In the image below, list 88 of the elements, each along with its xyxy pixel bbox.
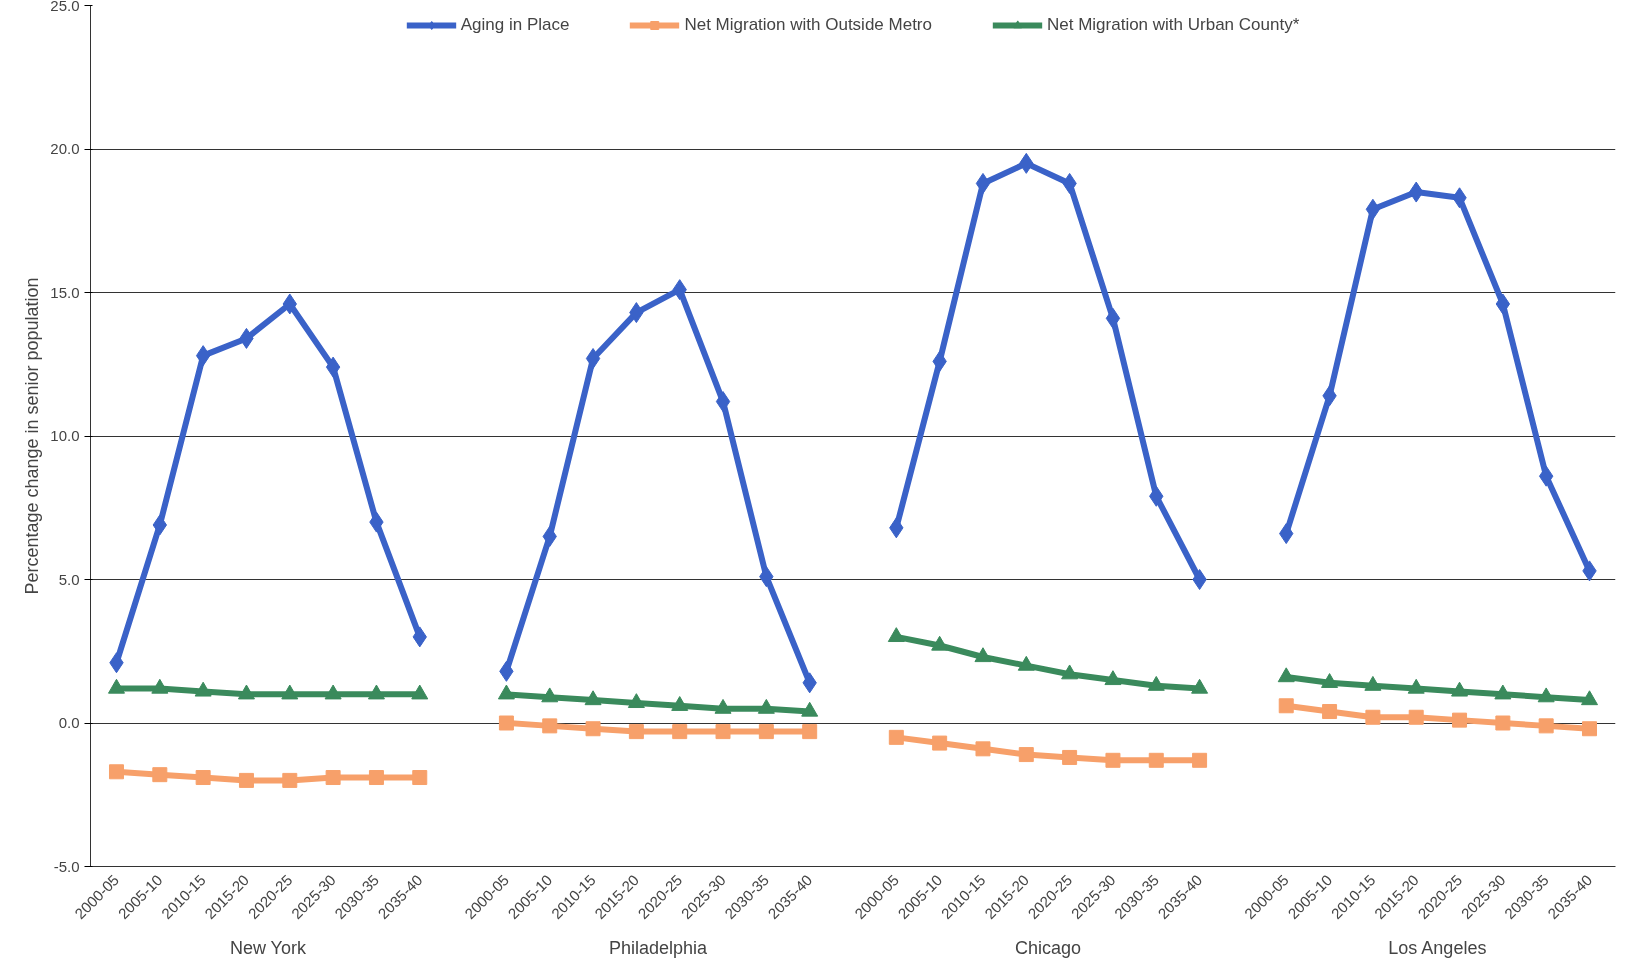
point: [541, 687, 559, 703]
y-tick-label: 20.0: [50, 140, 80, 157]
legend-label: Aging in Place: [460, 15, 570, 35]
point: [974, 647, 992, 663]
point: [1104, 670, 1122, 686]
y-tick-label: 0.0: [58, 714, 80, 731]
text: Los Angeles: [1388, 937, 1487, 958]
point: [1537, 687, 1555, 703]
point: [671, 696, 689, 711]
point: [1277, 667, 1295, 683]
point: [237, 684, 255, 700]
point: [715, 724, 731, 740]
point: [411, 684, 429, 700]
point: [1192, 569, 1207, 590]
point: [585, 348, 601, 370]
point: [195, 770, 211, 786]
point: [975, 741, 991, 757]
point: [931, 635, 949, 651]
y-tick-label: 5.0: [58, 570, 80, 588]
point: [367, 684, 385, 700]
point: [757, 698, 775, 714]
point: [584, 690, 602, 706]
point: [194, 681, 212, 697]
point: [672, 724, 688, 740]
point: [1538, 718, 1554, 734]
point: [1452, 712, 1468, 728]
point: [1407, 678, 1425, 694]
point: [1365, 198, 1381, 220]
y-axis-title: Percentage change in senior population: [22, 277, 43, 595]
point: [1321, 673, 1339, 688]
point: [1147, 675, 1165, 691]
point: [802, 724, 818, 740]
point: [758, 724, 774, 740]
y-tick-label: 10.0: [50, 427, 80, 444]
point: [1581, 690, 1599, 706]
point: [152, 767, 168, 783]
point: [1365, 709, 1381, 725]
text: Chicago: [1014, 937, 1081, 958]
point: [282, 772, 298, 788]
point: [1364, 675, 1382, 691]
point: [1582, 721, 1598, 737]
point: [715, 391, 731, 413]
point: [888, 729, 904, 745]
point: [1322, 704, 1338, 720]
point: [585, 721, 601, 737]
point: [1408, 709, 1424, 725]
point: [1105, 307, 1121, 329]
point: [1061, 664, 1079, 680]
point: [1018, 747, 1034, 763]
point: [932, 735, 948, 751]
point: [714, 698, 732, 714]
point: [151, 678, 169, 694]
point: [627, 693, 645, 709]
point: [542, 718, 558, 734]
point: [887, 627, 905, 643]
point: [412, 770, 428, 786]
point: [324, 684, 342, 700]
point: [281, 684, 299, 700]
point: [108, 764, 124, 780]
text: Philadelphia: [609, 937, 709, 958]
point: [1451, 681, 1469, 697]
point: [325, 770, 341, 786]
legend-label: Net Migration with Outside Metro: [684, 15, 932, 35]
point: [195, 345, 211, 367]
point: [1062, 749, 1078, 765]
point: [1495, 715, 1511, 731]
point: [238, 772, 254, 788]
point: [107, 678, 125, 694]
point: [1192, 752, 1208, 768]
point: [498, 715, 514, 731]
point: [975, 172, 991, 194]
point: [368, 770, 384, 786]
point: [1495, 293, 1511, 315]
point: [325, 356, 341, 378]
legend-label: Net Migration with Urban County*: [1046, 15, 1300, 35]
point: [1191, 678, 1209, 694]
point: [1278, 698, 1294, 714]
point: [497, 684, 515, 700]
point: [1105, 752, 1121, 768]
point: [801, 701, 819, 717]
y-tick-label: -5.0: [53, 857, 80, 875]
point: [1017, 655, 1035, 671]
point: [1148, 752, 1164, 768]
y-tick-label: 15.0: [50, 283, 80, 301]
point: [628, 724, 644, 740]
text: New York: [229, 937, 307, 958]
y-tick-label: 25.0: [50, 0, 80, 14]
point: [1494, 684, 1512, 700]
